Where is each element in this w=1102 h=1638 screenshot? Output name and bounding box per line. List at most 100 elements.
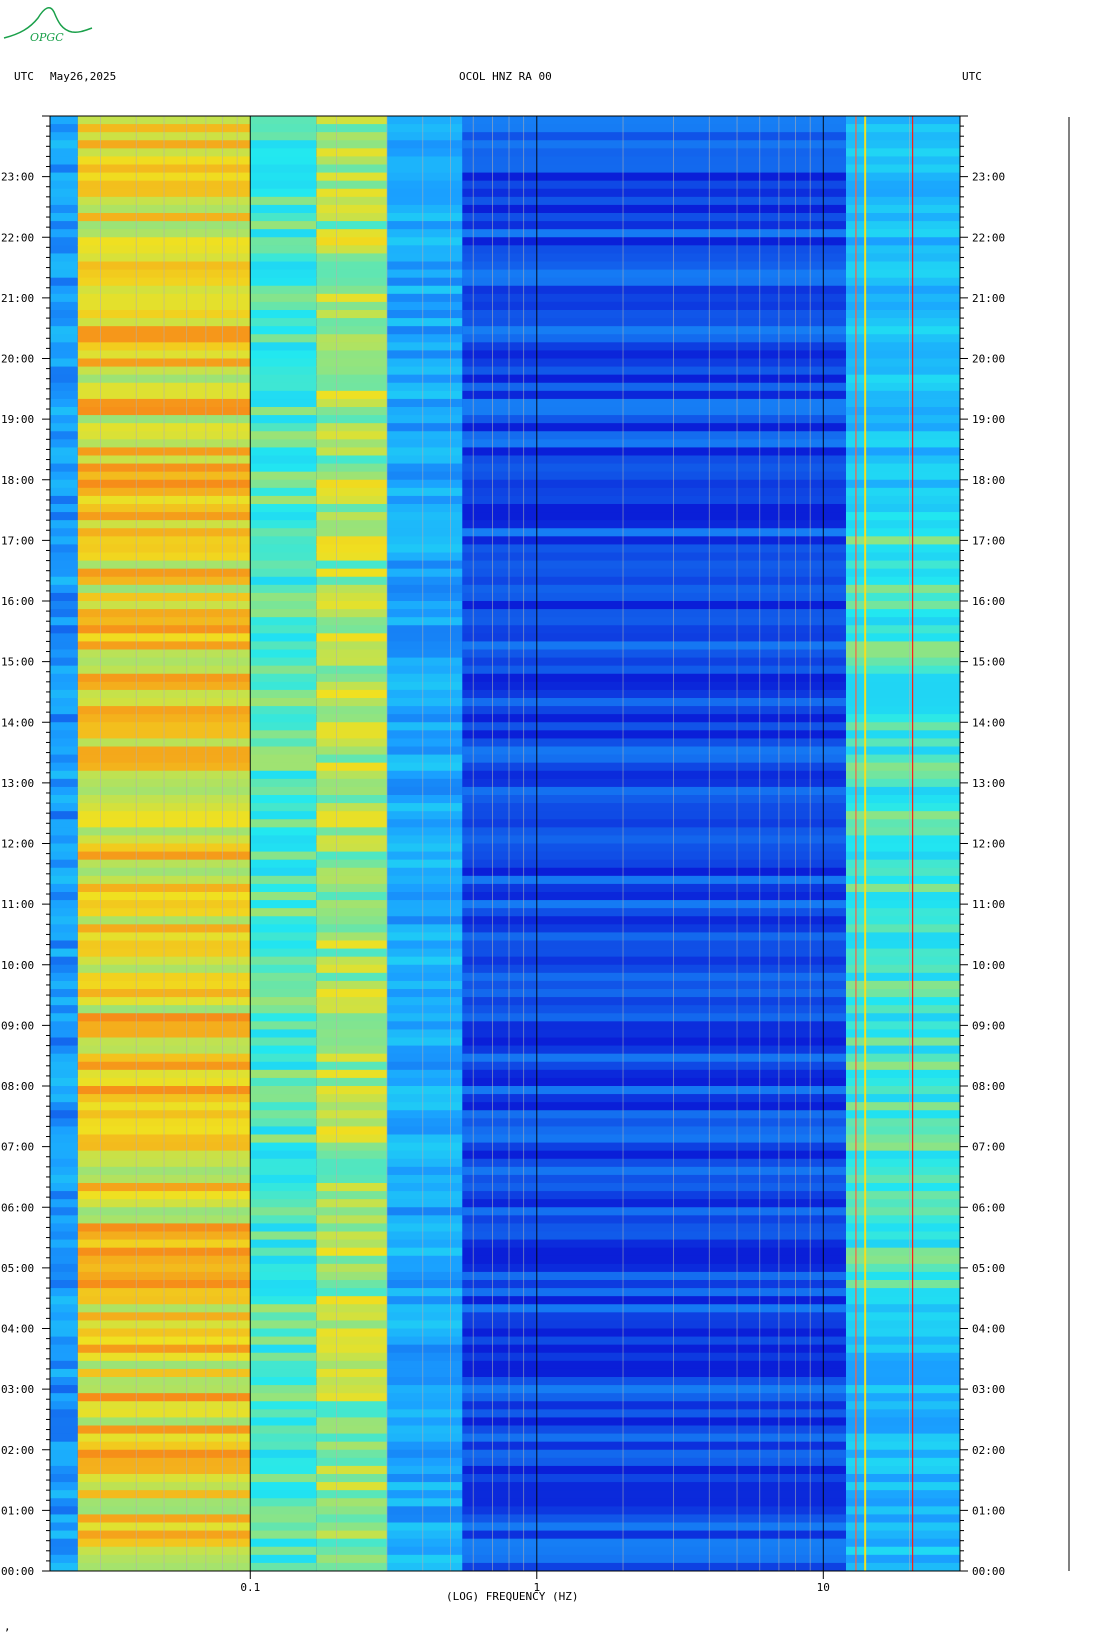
band-cell: [250, 196, 317, 206]
band-cell: [250, 1086, 317, 1095]
band-cell: [250, 358, 317, 368]
band-cell: [50, 673, 78, 683]
band-cell: [250, 1514, 317, 1523]
band-cell: [845, 520, 960, 529]
band-cell: [462, 641, 846, 650]
band-cell: [50, 1110, 78, 1119]
band-cell: [462, 1037, 846, 1047]
band-cell: [386, 584, 463, 594]
band-cell: [316, 641, 387, 650]
band-cell: [250, 1199, 317, 1208]
band-cell: [50, 1021, 78, 1030]
band-cell: [462, 415, 846, 424]
band-cell: [845, 528, 960, 537]
band-cell: [250, 1393, 317, 1402]
band-cell: [462, 940, 846, 950]
band-cell: [50, 1247, 78, 1257]
band-cell: [462, 1352, 846, 1362]
band-cell: [50, 1231, 78, 1241]
band-cell: [50, 1271, 78, 1281]
band-cell: [250, 148, 317, 157]
band-cell: [316, 1360, 387, 1370]
band-cell: [386, 374, 463, 384]
band-cell: [386, 867, 463, 877]
frequency-axis: 0.1 1 10: [240, 1571, 830, 1594]
band-cell: [250, 164, 317, 174]
band-cell: [250, 1336, 317, 1346]
band-cell: [50, 1522, 78, 1532]
band-cell: [50, 1514, 78, 1523]
band-cell: [316, 253, 387, 262]
band-cell: [250, 221, 317, 230]
band-cell: [316, 512, 387, 521]
y-tick-label-right: 21:00: [972, 292, 1005, 305]
band-cell: [462, 1312, 846, 1321]
band-cell: [462, 1061, 846, 1071]
band-cell: [316, 1166, 387, 1176]
band-cell: [386, 778, 463, 788]
band-cell: [386, 1562, 463, 1572]
band-cell: [386, 431, 463, 440]
band-cell: [386, 811, 463, 820]
band-cell: [462, 1183, 846, 1192]
logo-text: OPGC: [30, 31, 64, 44]
band-cell: [316, 293, 387, 303]
band-cell: [250, 140, 317, 149]
band-cell: [462, 1522, 846, 1532]
band-cell: [316, 730, 387, 739]
band-cell: [845, 1296, 960, 1305]
band-cell: [845, 471, 960, 481]
band-cell: [845, 350, 960, 359]
band-cell: [845, 390, 960, 400]
band-cell: [316, 1352, 387, 1362]
band-cell: [250, 1005, 317, 1014]
band-cell: [462, 285, 846, 295]
band-cell: [250, 1328, 317, 1338]
band-cell: [845, 552, 960, 562]
band-cell: [462, 1425, 846, 1435]
band-cell: [50, 875, 78, 885]
band-cell: [50, 1465, 78, 1475]
band-cell: [250, 536, 317, 545]
band-cell: [50, 390, 78, 400]
band-cell: [845, 924, 960, 933]
band-cell: [386, 900, 463, 909]
band-cell: [50, 1336, 78, 1346]
band-cell: [50, 382, 78, 392]
band-cell: [462, 188, 846, 198]
band-cell: [50, 1498, 78, 1507]
band-cell: [845, 1053, 960, 1063]
band-cell: [50, 407, 78, 416]
band-cell: [316, 900, 387, 909]
band-cell: [50, 1005, 78, 1014]
band-cell: [316, 382, 387, 392]
band-cell: [845, 819, 960, 828]
band-cell: [250, 487, 317, 497]
band-cell: [250, 374, 317, 384]
y-tick-label-right: 13:00: [972, 777, 1005, 790]
band-cell: [386, 819, 463, 828]
band-cell: [50, 1069, 78, 1079]
band-cell: [845, 738, 960, 747]
band-cell: [316, 770, 387, 780]
band-cell: [386, 762, 463, 772]
band-cell: [50, 633, 78, 642]
band-cell: [316, 1393, 387, 1402]
band-cell: [250, 1530, 317, 1540]
band-cell: [316, 544, 387, 553]
band-cell: [250, 1271, 317, 1281]
band-cell: [845, 722, 960, 731]
band-cell: [462, 948, 846, 958]
band-cell: [316, 1288, 387, 1297]
band-cell: [845, 689, 960, 699]
band-cell: [845, 770, 960, 780]
band-cell: [50, 738, 78, 747]
band-cell: [50, 714, 78, 723]
band-cell: [50, 1255, 78, 1265]
band-cell: [462, 746, 846, 756]
band-cell: [386, 1409, 463, 1418]
band-cell: [845, 221, 960, 230]
band-cell: [50, 1086, 78, 1095]
band-cell: [845, 859, 960, 869]
band-cell: [316, 980, 387, 990]
